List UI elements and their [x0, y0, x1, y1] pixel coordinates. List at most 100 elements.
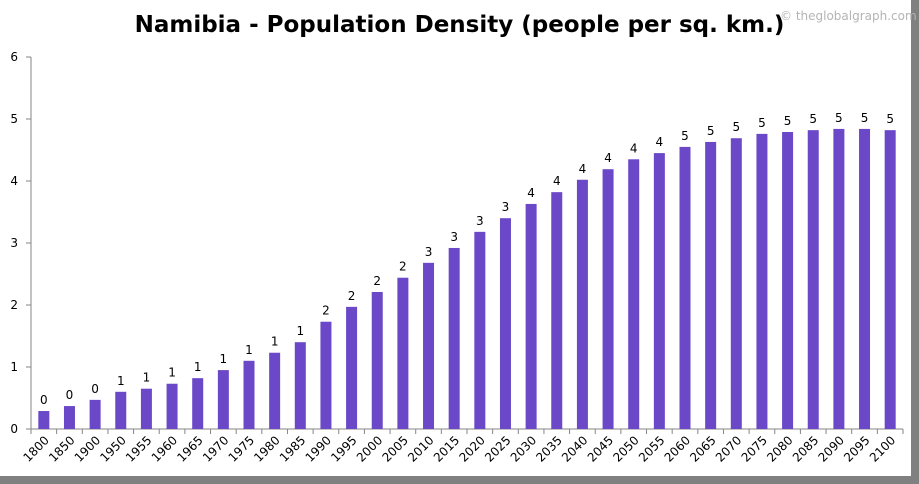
data-label-1965: 1: [194, 360, 202, 374]
x-tick-label: 1960: [149, 433, 180, 464]
x-tick-label: 1975: [226, 433, 257, 464]
y-tick-label: 6: [10, 50, 18, 64]
data-label-1955: 1: [143, 371, 151, 385]
data-label-1980: 1: [271, 335, 279, 349]
data-label-2015: 3: [450, 230, 458, 244]
bar-2085: [807, 130, 819, 429]
bar-2095: [859, 128, 871, 430]
watermark: © theglobalgraph.com: [780, 9, 917, 23]
data-label-2045: 4: [604, 151, 612, 165]
data-label-2055: 4: [656, 135, 664, 149]
data-label-1970: 1: [220, 352, 228, 366]
data-label-1850: 0: [66, 388, 74, 402]
x-tick-label: 2000: [354, 433, 385, 464]
data-label-2030: 4: [527, 186, 535, 200]
data-label-2040: 4: [579, 162, 587, 176]
x-tick-label: 2060: [662, 433, 693, 464]
x-tick-label: 2055: [636, 433, 667, 464]
data-label-1950: 1: [117, 374, 125, 388]
bar-2010: [423, 262, 435, 429]
bar-2020: [474, 231, 486, 429]
x-tick-label: 1985: [277, 433, 308, 464]
data-label-1975: 1: [245, 343, 253, 357]
x-tick-label: 2080: [764, 433, 795, 464]
data-label-2060: 5: [681, 129, 689, 143]
data-label-2095: 5: [861, 111, 869, 125]
data-label-2080: 5: [784, 114, 792, 128]
x-tick-label: 2085: [790, 433, 821, 464]
x-tick-label: 2035: [533, 433, 564, 464]
y-tick-label: 2: [10, 298, 18, 312]
bar-2025: [499, 218, 511, 429]
bar-2015: [448, 247, 460, 429]
x-tick-label: 1980: [251, 433, 282, 464]
data-label-1990: 2: [322, 304, 330, 318]
x-tick-label: 2095: [841, 433, 872, 464]
bar-1960: [166, 383, 178, 429]
bar-2060: [679, 146, 691, 429]
data-label-2070: 5: [732, 120, 740, 134]
bar-2100: [884, 130, 896, 429]
bar-2000: [371, 291, 383, 429]
data-label-1960: 1: [168, 366, 176, 380]
x-tick-label: 2050: [610, 433, 641, 464]
x-tick-label: 1990: [303, 433, 334, 464]
bar-2035: [551, 192, 563, 429]
data-label-2000: 2: [373, 274, 381, 288]
y-tick-label: 5: [10, 112, 18, 126]
x-tick-label: 2010: [405, 433, 436, 464]
x-tick-label: 2100: [867, 433, 898, 464]
x-tick-label: 2020: [456, 433, 487, 464]
bar-2045: [602, 169, 614, 429]
y-tick-label: 3: [10, 236, 18, 250]
x-tick-label: 2075: [739, 433, 770, 464]
bar-1900: [89, 399, 101, 429]
data-label-2005: 2: [399, 260, 407, 274]
bar-1965: [192, 378, 204, 429]
y-tick-label: 1: [10, 360, 18, 374]
x-tick-label: 2070: [713, 433, 744, 464]
bar-1800: [38, 411, 50, 429]
y-tick-label: 4: [10, 174, 18, 188]
data-label-2050: 4: [630, 141, 638, 155]
bar-2070: [730, 138, 742, 429]
x-tick-label: 2025: [482, 433, 513, 464]
bar-2005: [397, 277, 409, 429]
bar-2080: [782, 132, 794, 429]
bar-1995: [346, 306, 358, 429]
bar-2050: [628, 159, 640, 430]
data-label-2085: 5: [809, 112, 817, 126]
data-label-2100: 5: [886, 112, 894, 126]
bar-2065: [705, 141, 717, 429]
x-tick-label: 2065: [687, 433, 718, 464]
data-label-2075: 5: [758, 116, 766, 130]
data-label-2010: 3: [425, 245, 433, 259]
x-tick-label: 2030: [508, 433, 539, 464]
x-tick-label: 2045: [585, 433, 616, 464]
bar-1850: [63, 406, 75, 429]
data-label-1900: 0: [91, 382, 99, 396]
x-tick-label: 2005: [380, 433, 411, 464]
data-label-2025: 3: [502, 200, 510, 214]
bar-2040: [576, 179, 588, 429]
bar-2055: [653, 153, 665, 429]
data-label-2065: 5: [707, 124, 715, 138]
x-tick-label: 1955: [123, 433, 154, 464]
x-tick-label: 1950: [97, 433, 128, 464]
bar-2090: [833, 128, 845, 430]
bar-1990: [320, 321, 332, 429]
x-tick-label: 1900: [72, 433, 103, 464]
bar-1970: [217, 370, 229, 429]
data-label-1800: 0: [40, 393, 48, 407]
bar-1955: [140, 388, 152, 429]
x-tick-label: 1970: [200, 433, 231, 464]
x-tick-label: 2040: [559, 433, 590, 464]
data-label-2035: 4: [553, 174, 561, 188]
x-tick-label: 1995: [328, 433, 359, 464]
x-tick-label: 2090: [816, 433, 847, 464]
bar-1980: [269, 352, 281, 429]
x-tick-label: 1965: [174, 433, 205, 464]
data-label-1995: 2: [348, 289, 356, 303]
bar-1950: [115, 391, 127, 429]
